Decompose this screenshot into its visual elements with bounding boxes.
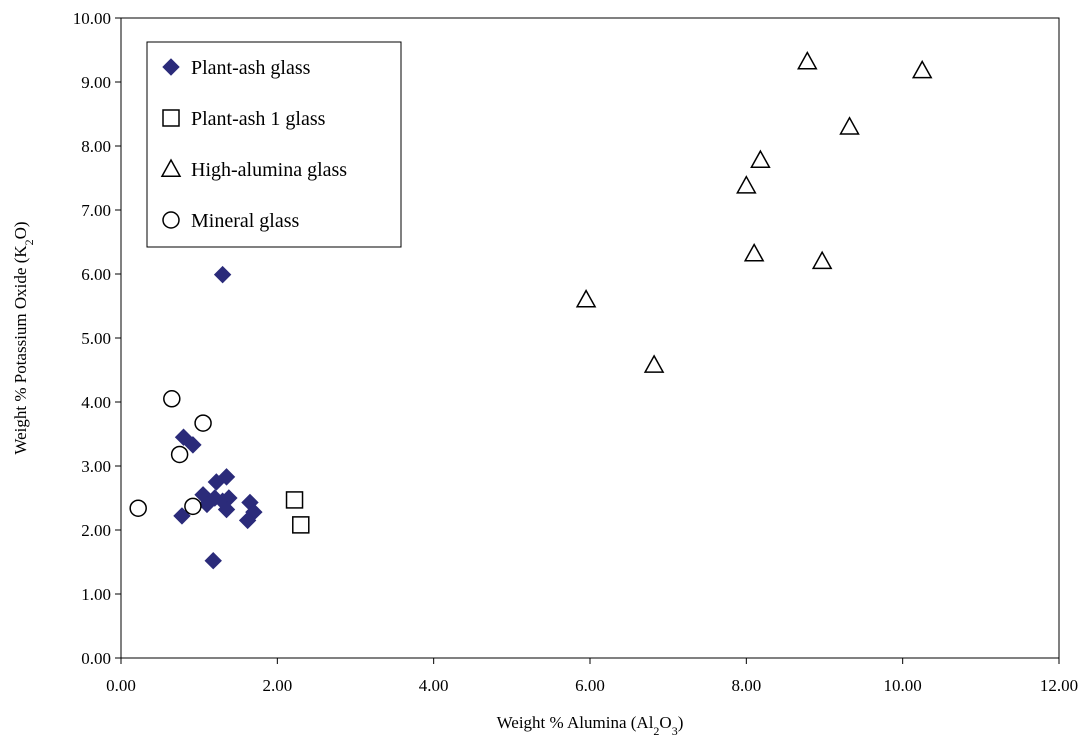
x-axis: 0.00 2.00 4.00 6.00 8.00 10.00 12.00 — [106, 658, 1078, 695]
legend-label: Plant-ash 1 glass — [191, 108, 326, 130]
y-tick-label: 5.00 — [81, 329, 111, 348]
data-point — [285, 491, 304, 509]
data-point — [643, 354, 665, 373]
y-tick-label: 1.00 — [81, 585, 111, 604]
data-point — [213, 265, 232, 284]
legend-marker — [160, 158, 182, 177]
data-point — [184, 497, 202, 516]
data-point — [575, 289, 597, 308]
data-point — [797, 50, 818, 70]
y-tick-label: 3.00 — [81, 457, 111, 476]
x-tick-label: 2.00 — [262, 676, 292, 695]
y-axis: 0.00 1.00 2.00 3.00 4.00 5.00 6.00 7.00 8.00 9.00… — [73, 9, 121, 668]
legend-marker — [162, 211, 180, 229]
data-points — [129, 50, 933, 570]
legend-label: Mineral glass — [191, 210, 300, 232]
series-group — [129, 390, 212, 517]
legend-label: High-alumina glass — [191, 159, 347, 181]
data-point — [238, 511, 257, 530]
data-point — [207, 473, 226, 491]
x-tick-label: 8.00 — [731, 676, 761, 695]
data-point — [839, 116, 860, 135]
legend-marker — [162, 58, 180, 76]
data-point — [743, 242, 765, 262]
data-point — [198, 495, 216, 514]
data-point — [163, 390, 181, 408]
legend-label: Plant-ash glass — [191, 57, 311, 79]
series-group — [173, 265, 263, 570]
data-point — [911, 59, 933, 79]
x-tick-label: 10.00 — [884, 676, 922, 695]
legend-marker — [162, 109, 180, 127]
y-tick-label: 4.00 — [81, 393, 111, 412]
x-tick-label: 6.00 — [575, 676, 605, 695]
y-axis-title: Weight % Potassium Oxide (K2O) — [11, 221, 36, 454]
x-tick-label: 0.00 — [106, 676, 136, 695]
data-point — [811, 250, 833, 270]
y-tick-label: 2.00 — [81, 521, 111, 540]
data-point — [194, 414, 212, 432]
data-point — [184, 436, 202, 454]
y-tick-label: 0.00 — [81, 649, 111, 668]
data-point — [129, 499, 147, 517]
y-tick-label: 8.00 — [81, 137, 111, 156]
data-point — [292, 516, 310, 534]
y-tick-label: 7.00 — [81, 201, 111, 220]
x-tick-label: 4.00 — [419, 676, 449, 695]
x-tick-label: 12.00 — [1040, 676, 1078, 695]
data-point — [217, 500, 236, 519]
data-point — [750, 149, 771, 169]
series-group — [285, 491, 310, 534]
data-point — [204, 552, 222, 570]
data-point — [174, 428, 193, 446]
legend-box — [146, 41, 402, 248]
legend: Plant-ash glass Plant-ash 1 glass High-alu… — [146, 41, 402, 248]
data-point — [736, 175, 757, 194]
y-tick-label: 6.00 — [81, 265, 111, 284]
x-axis-title: Weight % Alumina (Al2O3) — [497, 713, 684, 738]
data-point — [173, 507, 191, 525]
data-point — [170, 445, 189, 464]
y-tick-label: 9.00 — [81, 73, 111, 92]
series-group — [575, 50, 933, 373]
y-tick-label: 10.00 — [73, 9, 111, 28]
